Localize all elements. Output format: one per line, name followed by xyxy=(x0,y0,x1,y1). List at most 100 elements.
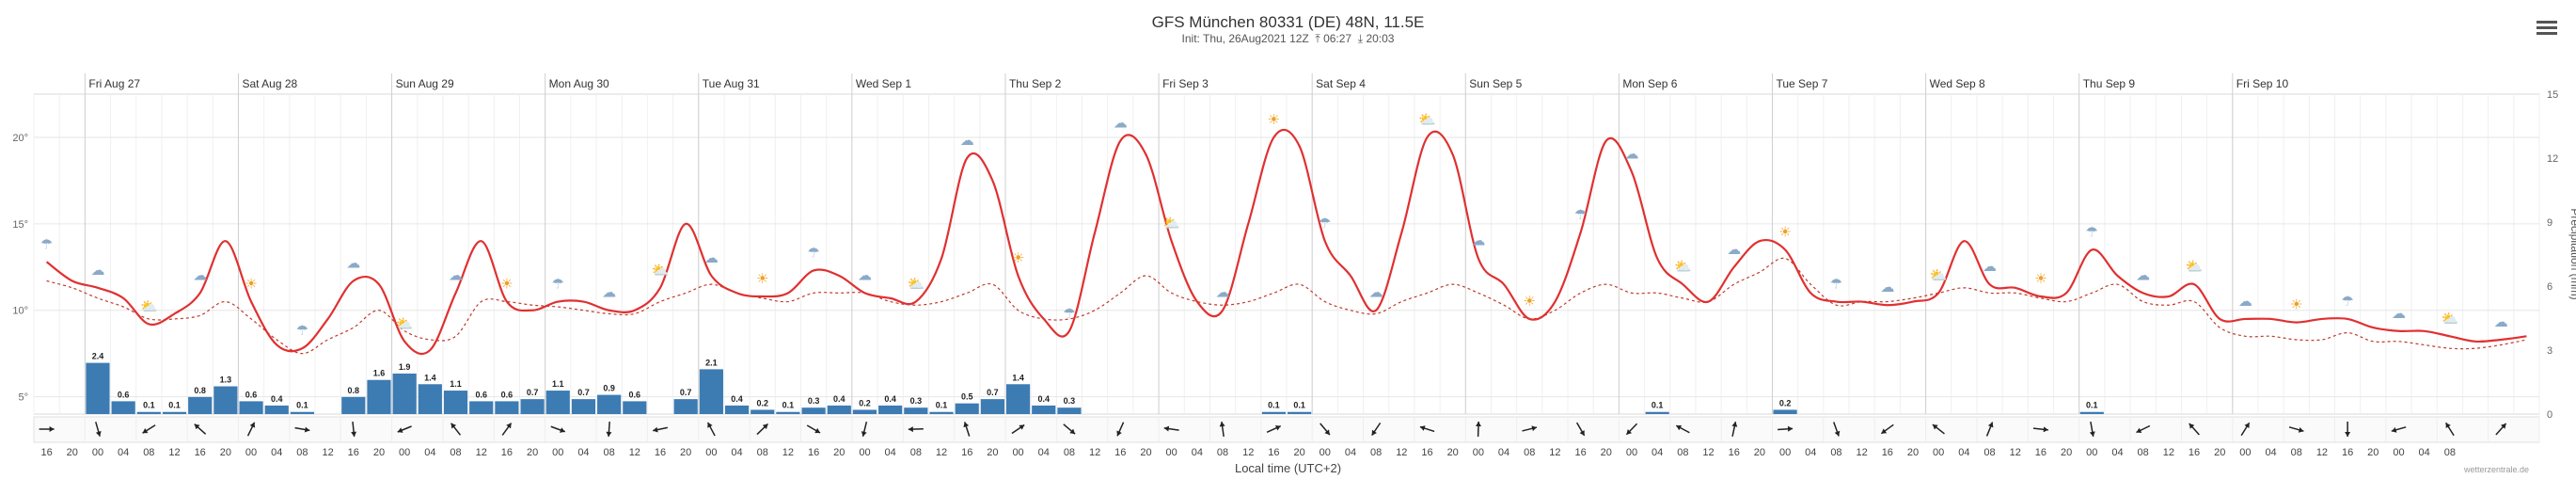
day-label: Fri Aug 27 xyxy=(88,77,140,90)
precip-bar xyxy=(852,409,877,414)
precip-value-label: 0.7 xyxy=(987,388,999,397)
x-tick-label: 16 xyxy=(1729,447,1740,458)
x-tick-label: 00 xyxy=(2393,447,2404,458)
wind-arrow xyxy=(2189,423,2200,436)
precip-value-label: 0.2 xyxy=(1779,398,1792,407)
wind-arrow xyxy=(1011,423,1025,435)
precip-value-label: 0.1 xyxy=(936,401,948,410)
x-tick-label: 08 xyxy=(910,447,922,458)
cloud-icon: ☁ xyxy=(90,263,104,279)
precip-bar xyxy=(801,407,826,414)
wind-arrow xyxy=(1419,425,1435,433)
wind-arrow xyxy=(1266,425,1282,433)
precip-bar xyxy=(597,394,622,414)
x-tick-label: 00 xyxy=(1626,447,1637,458)
precip-value-label: 0.8 xyxy=(348,386,360,395)
partly-sunny-icon: ⛅ xyxy=(2442,311,2459,327)
x-tick-label: 08 xyxy=(1677,447,1688,458)
wind-arrow xyxy=(1371,422,1382,437)
wind-arrow xyxy=(1475,421,1481,438)
sun-icon: ☀ xyxy=(500,277,513,293)
day-label: Sun Sep 5 xyxy=(1469,77,1522,90)
x-tick-label: 00 xyxy=(399,447,410,458)
x-tick-label: 08 xyxy=(2444,447,2456,458)
x-tick-label: 00 xyxy=(1320,447,1331,458)
wind-arrow xyxy=(95,422,102,437)
x-tick-label: 16 xyxy=(40,447,52,458)
x-tick-label: 04 xyxy=(271,447,282,458)
precip-value-label: 0.3 xyxy=(808,396,820,406)
day-label: Wed Sep 1 xyxy=(856,77,911,90)
rain-cloud-icon: ☂ xyxy=(40,236,53,252)
precip-value-label: 0.7 xyxy=(527,388,539,397)
partly-sunny-icon: ⛅ xyxy=(1162,216,1180,232)
cloud-icon: ☁ xyxy=(704,250,719,266)
rain-cloud-icon: ☂ xyxy=(1574,207,1587,223)
wind-arrow xyxy=(606,421,612,438)
day-label: Thu Sep 2 xyxy=(1009,77,1062,90)
x-tick-label: 04 xyxy=(1498,447,1509,458)
partly-sunny-icon: ⛅ xyxy=(1674,259,1692,275)
precip-bar xyxy=(392,373,417,414)
cloud-icon: ☁ xyxy=(2392,306,2406,322)
precip-bar xyxy=(86,362,110,414)
y-right-axis-label: Precipitation (mm) xyxy=(2568,208,2576,299)
precip-bar xyxy=(469,401,494,414)
x-tick-label: 20 xyxy=(2367,447,2378,458)
rain-cloud-icon: ☂ xyxy=(1319,216,1331,232)
x-tick-label: 04 xyxy=(424,447,435,458)
day-label: Thu Sep 9 xyxy=(2083,77,2136,90)
precip-value-label: 0.6 xyxy=(501,390,514,399)
x-tick-label: 08 xyxy=(757,447,768,458)
precip-bar xyxy=(904,407,928,414)
day-label: Tue Aug 31 xyxy=(703,77,760,90)
rain-cloud-icon: ☂ xyxy=(2341,294,2353,310)
x-tick-label: 00 xyxy=(1166,447,1177,458)
day-label: Sat Sep 4 xyxy=(1316,77,1366,90)
rain-cloud-icon: ☂ xyxy=(296,323,308,339)
precip-value-label: 1.4 xyxy=(1012,373,1024,382)
precip-bar xyxy=(1645,411,1669,414)
x-tick-label: 04 xyxy=(1651,447,1663,458)
precip-value-label: 1.4 xyxy=(424,373,436,382)
precip-bar xyxy=(418,384,442,414)
x-tick-label: 16 xyxy=(1882,447,1893,458)
precip-bar xyxy=(495,401,519,414)
sun-icon: ☀ xyxy=(245,277,257,293)
x-tick-label: 12 xyxy=(322,447,333,458)
x-tick-label: 12 xyxy=(1396,447,1407,458)
sun-icon: ☀ xyxy=(1012,250,1024,266)
partly-sunny-icon: ⛅ xyxy=(140,298,158,314)
partly-sunny-icon: ⛅ xyxy=(2186,259,2204,275)
x-tick-label: 12 xyxy=(2316,447,2328,458)
x-tick-label: 04 xyxy=(1192,447,1203,458)
precip-value-label: 1.1 xyxy=(450,379,462,389)
wind-arrow xyxy=(1163,425,1179,432)
x-tick-label: 04 xyxy=(1345,447,1356,458)
precip-bar xyxy=(341,396,366,414)
cloud-icon: ☁ xyxy=(1216,285,1230,301)
x-tick-label: 08 xyxy=(1217,447,1228,458)
x-tick-label: 20 xyxy=(1293,447,1304,458)
wind-arrow xyxy=(2089,421,2095,438)
wind-row xyxy=(33,416,2540,443)
day-label: Tue Sep 7 xyxy=(1776,77,1827,90)
wind-arrow xyxy=(2032,426,2048,433)
x-tick-label: 00 xyxy=(2239,447,2251,458)
precip-value-label: 0.1 xyxy=(1293,401,1305,410)
x-tick-label: 00 xyxy=(92,447,103,458)
sunset-icon: ⤓ xyxy=(1354,32,1364,45)
x-tick-label: 04 xyxy=(577,447,589,458)
y-right-tick-label: 6 xyxy=(2547,281,2552,293)
chart-menu-button[interactable] xyxy=(2536,19,2557,36)
sunrise-icon: ⤒ xyxy=(1312,32,1320,45)
precip-value-label: 0.1 xyxy=(296,401,308,410)
x-tick-label: 20 xyxy=(833,447,845,458)
partly-sunny-icon: ⛅ xyxy=(1930,267,1948,283)
credit-link[interactable]: wetterzentrale.de xyxy=(2464,465,2530,474)
x-tick-label: 16 xyxy=(2189,447,2200,458)
y-right-tick-label: 9 xyxy=(2547,217,2552,229)
cloud-icon: ☁ xyxy=(2494,314,2508,330)
x-tick-label: 12 xyxy=(1242,447,1254,458)
wind-arrow xyxy=(1063,423,1076,435)
